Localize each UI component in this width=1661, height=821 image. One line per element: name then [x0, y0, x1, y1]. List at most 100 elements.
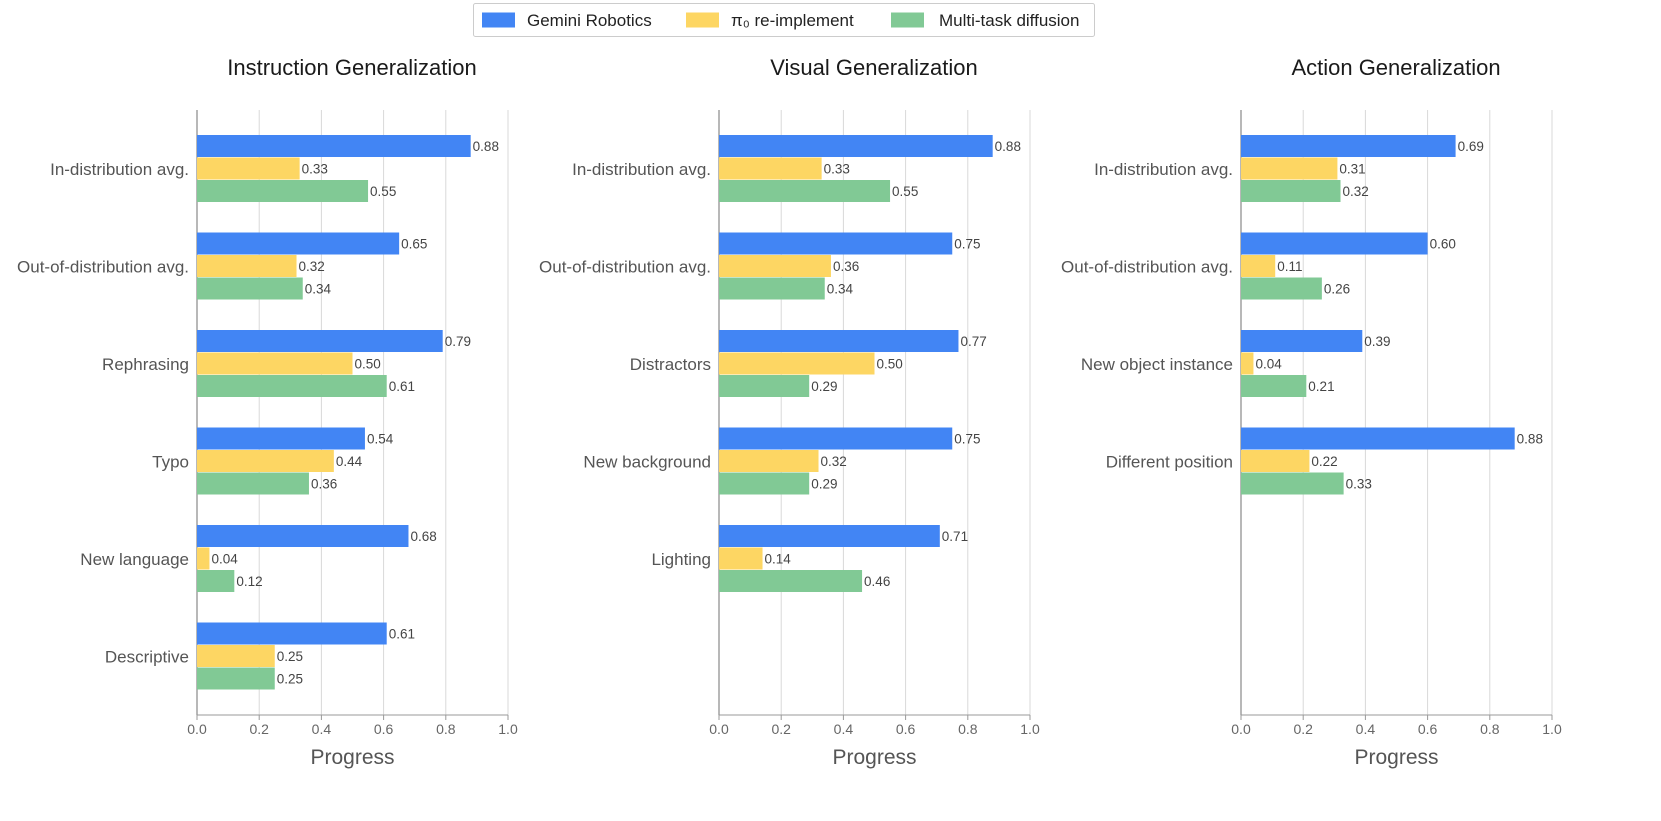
chart-title: Instruction Generalization — [227, 55, 476, 80]
legend-swatch — [482, 12, 515, 28]
bar — [197, 472, 309, 495]
legend-label: Multi-task diffusion — [939, 11, 1079, 30]
chart-panels: Instruction Generalization 0.0 0.2 0.4 0.6 0.… — [17, 55, 1562, 769]
data-label: 0.69 — [1458, 139, 1484, 154]
data-label: 0.39 — [1364, 334, 1390, 349]
data-label: 0.75 — [954, 237, 980, 252]
bar — [197, 352, 353, 375]
data-label: 0.46 — [864, 574, 890, 589]
category-label: New background — [583, 453, 711, 472]
data-label: 0.88 — [1517, 432, 1543, 447]
category-label: Lighting — [651, 550, 711, 569]
bar — [1241, 232, 1428, 255]
data-label: 0.77 — [960, 334, 986, 349]
data-label: 0.60 — [1430, 237, 1456, 252]
data-label: 0.31 — [1339, 162, 1365, 177]
data-label: 0.25 — [277, 672, 303, 687]
data-label: 0.14 — [765, 552, 792, 567]
bar — [719, 135, 993, 157]
bar — [719, 450, 819, 472]
bar — [197, 622, 387, 645]
x-tick-label: 0.6 — [1418, 721, 1438, 737]
chart-title: Action Generalization — [1291, 55, 1500, 80]
x-tick-label: 0.0 — [1231, 721, 1251, 737]
x-tick-label: 0.8 — [1480, 721, 1500, 737]
chart-title: Visual Generalization — [770, 55, 978, 80]
bar — [197, 375, 387, 397]
bar — [1241, 352, 1254, 375]
x-tick-label: 0.6 — [374, 721, 394, 737]
category-label: Rephrasing — [102, 355, 189, 374]
data-label: 0.55 — [370, 184, 396, 199]
bar — [1241, 450, 1310, 472]
category-label: In-distribution avg. — [1094, 160, 1233, 179]
bar — [197, 547, 210, 570]
x-axis-label: Progress — [832, 746, 916, 769]
x-tick-label: 0.4 — [1356, 721, 1376, 737]
data-label: 0.29 — [811, 379, 837, 394]
x-tick-label: 0.4 — [312, 721, 332, 737]
x-axis-label: Progress — [310, 746, 394, 769]
data-label: 0.34 — [305, 282, 332, 297]
data-label: 0.68 — [410, 529, 436, 544]
bar — [719, 525, 940, 547]
bar — [719, 180, 891, 202]
bar — [719, 232, 953, 255]
data-label: 0.04 — [211, 552, 238, 567]
bar — [719, 547, 763, 570]
chart-panel: Action Generalization 0.0 0.2 0.4 0.6 0.8 1.0 P… — [1061, 55, 1562, 769]
data-label: 0.88 — [473, 139, 499, 154]
x-tick-label: 0.2 — [771, 721, 791, 737]
bar — [719, 277, 825, 300]
bar — [1241, 180, 1341, 202]
bar — [197, 277, 303, 300]
category-label: New object instance — [1081, 355, 1233, 374]
x-tick-label: 0.0 — [709, 721, 729, 737]
x-axis-label: Progress — [1354, 746, 1438, 769]
bar — [1241, 472, 1344, 495]
bar — [1241, 330, 1363, 352]
data-label: 0.29 — [811, 477, 837, 492]
bar — [719, 352, 875, 375]
data-label: 0.50 — [355, 357, 381, 372]
bar — [197, 427, 365, 450]
bar — [719, 427, 953, 450]
data-label: 0.65 — [401, 237, 427, 252]
data-label: 0.55 — [892, 184, 918, 199]
bar — [197, 232, 400, 255]
legend-frame — [473, 3, 1095, 37]
data-label: 0.88 — [995, 139, 1021, 154]
data-label: 0.32 — [821, 454, 847, 469]
x-tick-label: 0.2 — [1293, 721, 1313, 737]
data-label: 0.12 — [236, 574, 262, 589]
x-tick-label: 0.6 — [896, 721, 916, 737]
data-label: 0.33 — [302, 162, 328, 177]
legend: Gemini Robotics π₀ re-implement Multi-task… — [473, 3, 1095, 37]
legend-label: Gemini Robotics — [527, 11, 652, 30]
data-label: 0.61 — [389, 627, 415, 642]
data-label: 0.75 — [954, 432, 980, 447]
x-tick-label: 1.0 — [498, 721, 518, 737]
chart-panel: Visual Generalization 0.0 0.2 0.4 0.6 0.8 1.0 P… — [539, 55, 1040, 769]
bar — [1241, 157, 1338, 180]
bar — [197, 570, 235, 592]
bar — [719, 375, 810, 397]
bar — [197, 330, 443, 352]
x-tick-label: 1.0 — [1020, 721, 1040, 737]
data-label: 0.32 — [1343, 184, 1369, 199]
bar — [197, 667, 275, 690]
data-label: 0.54 — [367, 432, 394, 447]
x-tick-label: 0.0 — [187, 721, 207, 737]
data-label: 0.33 — [824, 162, 850, 177]
x-tick-label: 0.8 — [436, 721, 456, 737]
data-label: 0.32 — [299, 259, 325, 274]
bar — [1241, 255, 1276, 277]
bar — [197, 525, 409, 547]
bar — [1241, 277, 1322, 300]
x-tick-label: 0.8 — [958, 721, 978, 737]
bar — [197, 450, 334, 472]
x-tick-label: 0.2 — [249, 721, 269, 737]
data-label: 0.21 — [1308, 379, 1334, 394]
bar — [719, 330, 959, 352]
